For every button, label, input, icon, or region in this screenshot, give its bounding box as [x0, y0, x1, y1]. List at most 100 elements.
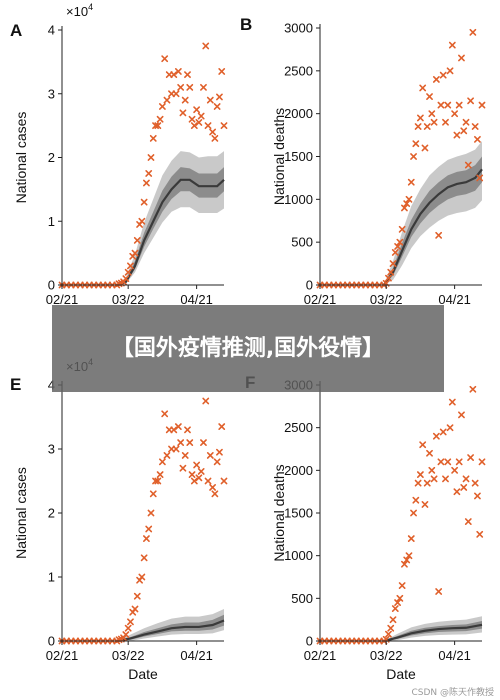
- observed-point: [437, 458, 445, 466]
- observed-point: [145, 170, 153, 177]
- y-tick-label: 3000: [284, 21, 313, 36]
- y-tick-label: 0: [306, 278, 313, 293]
- observed-point: [204, 477, 212, 485]
- observed-point: [451, 110, 459, 118]
- observed-point: [396, 594, 404, 602]
- panel-letter: B: [240, 15, 252, 34]
- observed-point: [446, 424, 454, 432]
- observed-point: [133, 592, 141, 600]
- observed-point: [458, 411, 465, 419]
- observed-point: [127, 262, 134, 270]
- y-tick-label: 3: [48, 442, 55, 457]
- exponent-base: ×10: [66, 4, 88, 19]
- y-tick-label: 0: [48, 278, 55, 293]
- observed-point: [195, 474, 203, 482]
- exponent-power: 4: [88, 2, 93, 12]
- observed-point: [391, 249, 399, 256]
- y-tick-label: 4: [48, 378, 55, 393]
- observed-point: [387, 624, 395, 632]
- observed-point: [423, 479, 431, 487]
- observed-point: [444, 101, 452, 109]
- observed-point: [204, 122, 212, 130]
- panel-f: F05001000150020002500300002/2103/2204/21…: [245, 373, 486, 682]
- inner-interval-band: [383, 620, 482, 641]
- observed-point: [195, 119, 203, 126]
- y-tick-label: 500: [291, 235, 313, 250]
- observed-point: [476, 530, 484, 538]
- x-tick-label: 03/22: [112, 292, 145, 307]
- observed-point: [430, 475, 438, 483]
- observed-point: [190, 122, 198, 130]
- overlay-banner: 【国外疫情推测,国外役情】: [52, 305, 444, 392]
- observed-point: [435, 588, 443, 595]
- observed-point: [122, 631, 130, 639]
- observed-point: [147, 154, 155, 161]
- observed-point: [444, 458, 452, 466]
- watermark: CSDN @陈天作教授: [411, 688, 494, 698]
- observed-point: [149, 134, 157, 142]
- y-tick-label: 1000: [284, 192, 313, 207]
- observed-point: [419, 441, 427, 449]
- observed-point: [460, 483, 468, 491]
- observed-point: [462, 475, 470, 483]
- observed-point: [209, 483, 216, 491]
- observed-point: [453, 131, 461, 139]
- y-tick-label: 1: [48, 570, 55, 585]
- observed-point: [152, 477, 159, 485]
- observed-point: [403, 200, 411, 208]
- y-tick-label: 0: [48, 634, 55, 649]
- observed-point: [193, 106, 201, 114]
- observed-point: [469, 385, 477, 393]
- observed-point: [474, 492, 481, 500]
- observed-point: [458, 54, 465, 62]
- observed-point: [467, 454, 474, 461]
- observed-point: [197, 467, 205, 475]
- observed-point: [389, 616, 397, 624]
- observed-point: [213, 103, 221, 110]
- observed-point: [179, 109, 187, 117]
- observed-point: [124, 624, 132, 632]
- observed-point: [124, 268, 132, 276]
- observed-point: [432, 432, 440, 440]
- observed-point: [200, 83, 207, 91]
- observed-point: [421, 144, 429, 152]
- observed-point: [451, 466, 459, 474]
- observed-point: [426, 93, 433, 100]
- observed-point: [391, 605, 399, 612]
- observed-point: [460, 127, 468, 135]
- observed-point: [149, 490, 157, 498]
- observed-point: [410, 153, 417, 160]
- exponent-label: ×104: [66, 2, 93, 19]
- observed-point: [143, 535, 150, 543]
- observed-point: [177, 83, 185, 91]
- observed-point: [181, 96, 189, 104]
- outer-interval-band: [116, 151, 224, 285]
- observed-point: [145, 525, 153, 533]
- observed-point: [442, 118, 449, 126]
- observed-point: [407, 535, 415, 543]
- y-axis-title: National deaths: [271, 108, 287, 205]
- y-axis-title: National cases: [13, 467, 29, 559]
- y-axis-title: National cases: [13, 112, 29, 204]
- panel-letter: A: [10, 21, 22, 40]
- observed-point: [209, 128, 216, 136]
- y-tick-label: 0: [306, 634, 313, 649]
- observed-point: [154, 477, 162, 485]
- observed-point: [462, 118, 470, 126]
- observed-point: [423, 123, 431, 130]
- observed-point: [426, 449, 433, 457]
- observed-point: [446, 67, 454, 75]
- y-tick-label: 4: [48, 23, 55, 38]
- observed-point: [471, 479, 479, 487]
- x-tick-label: 02/21: [304, 648, 337, 663]
- observed-point: [156, 471, 164, 479]
- observed-point: [412, 496, 420, 504]
- y-tick-label: 2000: [284, 463, 313, 478]
- observed-point: [220, 477, 228, 485]
- x-tick-label: 03/22: [370, 648, 403, 663]
- y-tick-label: 2500: [284, 420, 313, 435]
- observed-point: [412, 140, 420, 148]
- observed-point: [398, 582, 406, 589]
- observed-point: [467, 97, 474, 105]
- observed-point: [174, 423, 182, 431]
